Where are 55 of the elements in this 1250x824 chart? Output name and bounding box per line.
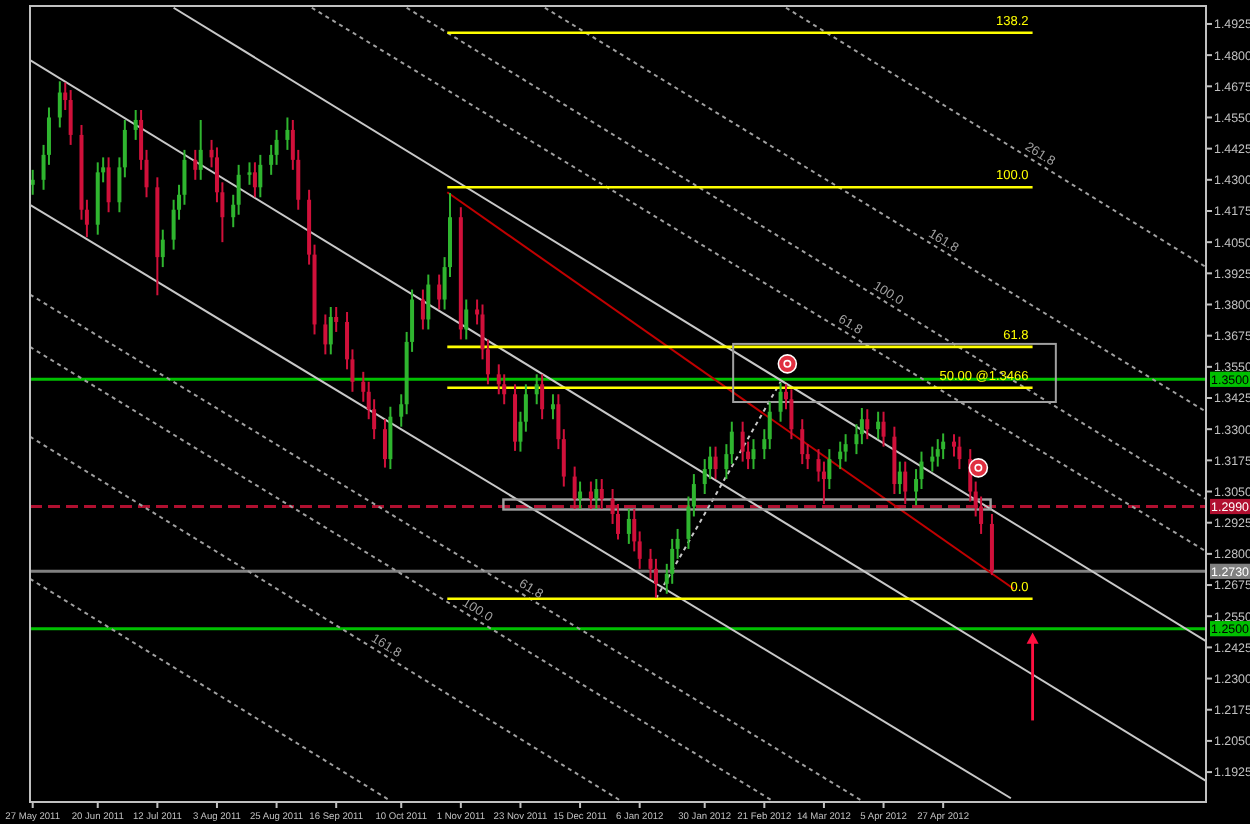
- candlestick: [382, 418, 387, 469]
- candlestick: [778, 381, 783, 423]
- candlestick: [740, 420, 745, 463]
- candlestick: [437, 273, 442, 311]
- candlestick: [957, 435, 962, 471]
- candlestick: [106, 156, 111, 214]
- candlestick: [767, 400, 772, 451]
- candlestick: [713, 445, 718, 481]
- candlestick: [789, 388, 794, 441]
- candlestick: [881, 410, 886, 448]
- candlestick: [198, 118, 203, 181]
- candlestick: [334, 305, 339, 333]
- candlestick: [578, 480, 583, 510]
- candlestick: [328, 305, 333, 356]
- candlestick: [626, 507, 631, 545]
- candlestick: [800, 418, 805, 466]
- candlestick: [876, 410, 881, 441]
- candlestick: [247, 161, 252, 186]
- candlestick: [843, 433, 848, 463]
- candlestick: [496, 363, 501, 396]
- candlestick: [160, 228, 165, 269]
- candlestick: [892, 425, 897, 496]
- candlestick: [550, 393, 555, 421]
- candlestick: [285, 116, 290, 151]
- candlestick: [897, 460, 902, 496]
- candlestick: [464, 298, 469, 341]
- candlestick: [258, 153, 263, 199]
- candlestick: [599, 478, 604, 510]
- candlestick: [68, 89, 73, 146]
- candlestick: [252, 161, 257, 199]
- candlestick: [935, 438, 940, 468]
- candlestick: [653, 557, 658, 599]
- candlestick: [827, 448, 832, 491]
- candlestick: [57, 80, 62, 129]
- candlestick: [838, 440, 843, 471]
- candlestick: [133, 108, 138, 141]
- candlestick: [420, 288, 425, 331]
- candlestick: [903, 460, 908, 505]
- candlestick: [751, 438, 756, 471]
- candlestick: [388, 405, 393, 471]
- candlestick: [859, 406, 864, 446]
- candlestick: [323, 313, 328, 356]
- candlestick: [534, 373, 539, 406]
- candlestick: [513, 383, 518, 452]
- candlestick: [594, 478, 599, 510]
- candlestick: [426, 273, 431, 331]
- candlestick: [193, 148, 198, 181]
- candlestick: [588, 480, 593, 510]
- candlestick: [540, 373, 545, 421]
- candlestick: [30, 168, 35, 196]
- candlestick: [989, 512, 994, 577]
- candlestick: [572, 465, 577, 510]
- candlestick: [865, 408, 870, 441]
- candlestick: [930, 445, 935, 473]
- candlestick: [941, 432, 946, 461]
